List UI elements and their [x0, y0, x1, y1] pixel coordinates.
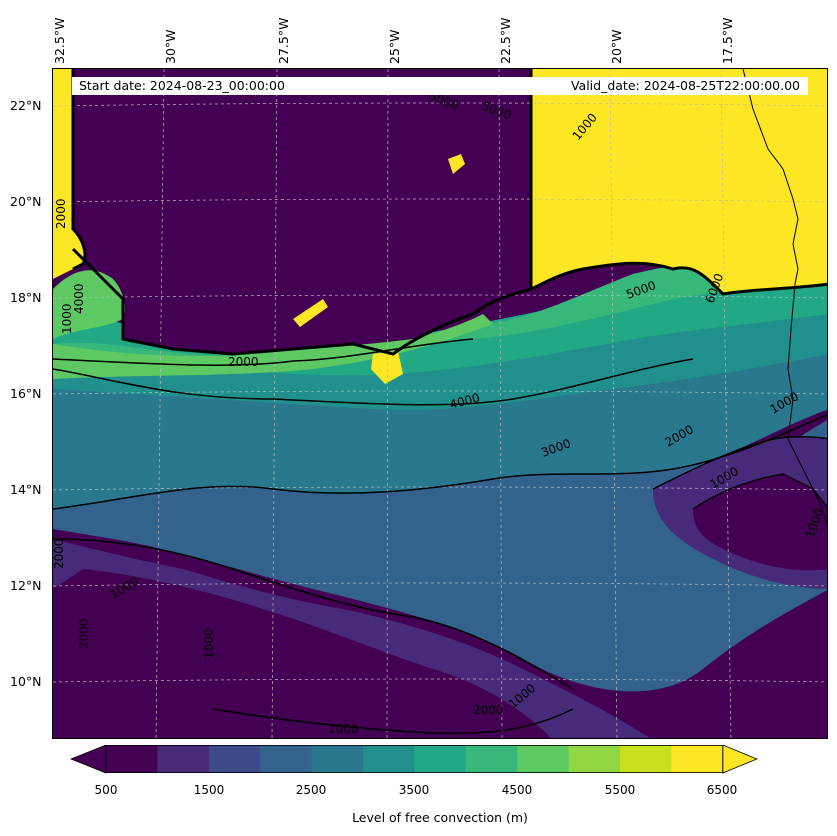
- colorbar-segment: [620, 745, 672, 773]
- fill-green-belt: [53, 314, 493, 379]
- lat-label-10n: 10°N: [10, 674, 42, 689]
- lat-label-14n: 14°N: [10, 482, 42, 497]
- contour-label: 2000: [228, 355, 259, 369]
- colorbar-segment: [208, 745, 261, 773]
- contour-label: 1000: [60, 303, 74, 334]
- contour-label: 2000: [473, 703, 504, 717]
- lat-label-20n: 20°N: [10, 194, 42, 209]
- lon-label-22-5w: 22.5°W: [498, 17, 513, 64]
- valid-date-label: Valid_date: 2024-08-25T22:00:00.00: [570, 78, 800, 93]
- lon-label-32-5w: 32.5°W: [52, 17, 67, 64]
- colorbar-segment: [465, 745, 518, 773]
- colorbar-title: Level of free convection (m): [352, 810, 528, 825]
- fill-green-w: [53, 270, 125, 339]
- colorbar-extend-max: [722, 745, 758, 774]
- colorbar-segment: [311, 745, 364, 773]
- colorbar-segment: [157, 745, 210, 773]
- lon-label-30w: 30°W: [163, 29, 178, 64]
- fill-band-3000: [53, 349, 827, 509]
- colorbar-tick: 4500: [501, 783, 533, 797]
- lon-label-25w: 25°W: [387, 29, 402, 64]
- lat-label-16n: 16°N: [10, 386, 42, 401]
- contour-map: 5000 5000 1000 2000 1000 6000 5000 4000 …: [53, 69, 827, 738]
- colorbar-outline: [105, 745, 724, 773]
- colorbar-extend-min: [70, 745, 107, 774]
- fill-dark-s: [53, 569, 551, 738]
- fill-yellow-islet-1: [293, 299, 328, 327]
- colorbar-tick: 5500: [604, 783, 636, 797]
- colorbar-tick: 3500: [398, 783, 430, 797]
- colorbar-tick: 1500: [193, 783, 225, 797]
- colorbar: [70, 745, 758, 774]
- contour-label: 2000: [77, 618, 91, 649]
- lon-label-17-5w: 17.5°W: [720, 17, 735, 64]
- colorbar-segment: [671, 745, 724, 773]
- fill-dark-central: [73, 69, 531, 354]
- contour-label: 1000: [202, 628, 216, 659]
- colorbar-segment: [517, 745, 570, 773]
- colorbar-tick: 500: [94, 783, 118, 797]
- lat-label-12n: 12°N: [10, 578, 42, 593]
- contour-label: 4000: [72, 283, 86, 314]
- lon-label-27-5w: 27.5°W: [276, 17, 291, 64]
- contour-label: 1000: [328, 722, 359, 736]
- fill-band-4500: [53, 262, 827, 362]
- contour-label: 2000: [54, 198, 68, 229]
- colorbar-tick: 6500: [706, 783, 738, 797]
- fill-yellow-ne: [531, 69, 827, 294]
- fill-yellow-w: [53, 69, 85, 279]
- fill-yellow-islet-2: [371, 351, 403, 384]
- colorbar-segment: [568, 745, 621, 773]
- map-panel: 5000 5000 1000 2000 1000 6000 5000 4000 …: [52, 68, 828, 739]
- colorbar-segment: [363, 745, 415, 773]
- lon-label-20w: 20°W: [609, 29, 624, 64]
- graticule: [53, 69, 827, 738]
- coastline: [742, 69, 827, 525]
- colorbar-tick: 2500: [295, 783, 327, 797]
- date-info-bar: Start date: 2024-08-23_00:00:00 Valid_da…: [72, 77, 808, 95]
- fill-yellow-islet-3: [448, 154, 465, 174]
- lat-label-22n: 22°N: [10, 98, 42, 113]
- start-date-label: Start date: 2024-08-23_00:00:00: [79, 78, 285, 93]
- contour-lines: [53, 69, 827, 735]
- colorbar-segment: [106, 745, 158, 773]
- colorbar-segment: [260, 745, 313, 773]
- colorbar-segment: [414, 745, 467, 773]
- fill-dark-e: [693, 474, 827, 571]
- lat-label-18n: 18°N: [10, 290, 42, 305]
- contour-label: 2000: [53, 538, 66, 569]
